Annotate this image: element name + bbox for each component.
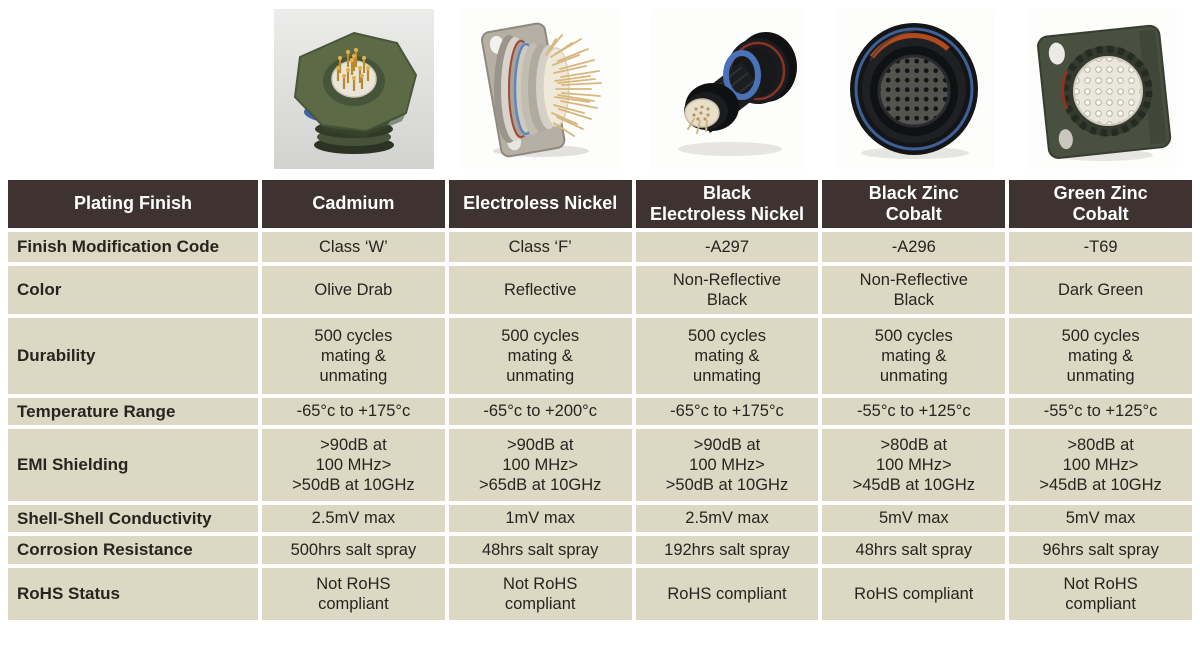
column-header: Electroless Nickel bbox=[448, 180, 632, 228]
table-cell: >90dB at 100 MHz> >50dB at 10GHz bbox=[635, 429, 819, 501]
table-cell: -T69 bbox=[1009, 232, 1192, 262]
row-label: Shell-Shell Conductivity bbox=[8, 505, 258, 532]
table-cell: -65°c to +200°c bbox=[448, 398, 632, 425]
table-cell: -A296 bbox=[822, 232, 1006, 262]
column-header-plating-finish: Plating Finish bbox=[8, 180, 258, 228]
table-row: Durability 500 cycles mating & unmating 50… bbox=[8, 318, 1192, 394]
table-row: EMI Shielding >90dB at 100 MHz> >50dB at … bbox=[8, 429, 1192, 501]
row-label: Durability bbox=[8, 318, 258, 394]
table-cell: 500 cycles mating & unmating bbox=[822, 318, 1006, 394]
column-header: Cadmium bbox=[262, 180, 445, 228]
table-cell: >90dB at 100 MHz> >65dB at 10GHz bbox=[448, 429, 632, 501]
table-cell: -65°c to +175°c bbox=[262, 398, 445, 425]
row-label: EMI Shielding bbox=[8, 429, 258, 501]
table-cell: 500 cycles mating & unmating bbox=[1009, 318, 1192, 394]
table-cell: Olive Drab bbox=[262, 266, 445, 314]
table-cell: >80dB at 100 MHz> >45dB at 10GHz bbox=[1009, 429, 1192, 501]
row-label: Corrosion Resistance bbox=[8, 536, 258, 564]
table-cell: 2.5mV max bbox=[635, 505, 819, 532]
table-row: Color Olive Drab Reflective Non-Reflective … bbox=[8, 266, 1192, 314]
table-cell: 5mV max bbox=[822, 505, 1006, 532]
table-cell: 48hrs salt spray bbox=[822, 536, 1006, 564]
table-cell: Not RoHS compliant bbox=[448, 568, 632, 620]
table-row: Shell-Shell Conductivity 2.5mV max 1mV max… bbox=[8, 505, 1192, 532]
row-label: Finish Modification Code bbox=[8, 232, 258, 262]
table-cell: 2.5mV max bbox=[262, 505, 445, 532]
table-row: Finish Modification Code Class ‘W’ Class ‘… bbox=[8, 232, 1192, 262]
table-cell: Dark Green bbox=[1009, 266, 1192, 314]
table-cell: Not RoHS compliant bbox=[1009, 568, 1192, 620]
column-header: Black Zinc Cobalt bbox=[822, 180, 1006, 228]
row-label: Color bbox=[8, 266, 258, 314]
table-header-row: Plating Finish Cadmium Electroless Nickel B… bbox=[8, 180, 1192, 228]
table-cell: 500 cycles mating & unmating bbox=[262, 318, 445, 394]
table-cell: Non-Reflective Black bbox=[635, 266, 819, 314]
table-row: RoHS Status Not RoHS compliant Not RoHS co… bbox=[8, 568, 1192, 620]
table-cell: RoHS compliant bbox=[822, 568, 1006, 620]
table-cell: 500 cycles mating & unmating bbox=[448, 318, 632, 394]
row-label: Temperature Range bbox=[8, 398, 258, 425]
table-cell: >90dB at 100 MHz> >50dB at 10GHz bbox=[262, 429, 445, 501]
table-cell: 96hrs salt spray bbox=[1009, 536, 1192, 564]
black-electroless-nickel-connector-photo bbox=[647, 8, 809, 170]
black-zinc-cobalt-connector-photo bbox=[834, 8, 996, 170]
table-row: Corrosion Resistance 500hrs salt spray 48h… bbox=[8, 536, 1192, 564]
table-cell: RoHS compliant bbox=[635, 568, 819, 620]
table-cell: -65°c to +175°c bbox=[635, 398, 819, 425]
photos-left-spacer bbox=[4, 8, 260, 170]
table-cell: 500hrs salt spray bbox=[262, 536, 445, 564]
table-row: Temperature Range -65°c to +175°c -65°c to… bbox=[8, 398, 1192, 425]
table-cell: 5mV max bbox=[1009, 505, 1192, 532]
electroless-nickel-connector-photo bbox=[460, 8, 622, 170]
column-header: Black Electroless Nickel bbox=[635, 180, 819, 228]
table-cell: -55°c to +125°c bbox=[1009, 398, 1192, 425]
table-cell: Reflective bbox=[448, 266, 632, 314]
table-cell: >80dB at 100 MHz> >45dB at 10GHz bbox=[822, 429, 1006, 501]
electroless-nickel-connector-photo bbox=[460, 9, 621, 169]
cadmium-connector-photo bbox=[273, 8, 435, 170]
table-cell: 192hrs salt spray bbox=[635, 536, 819, 564]
black-zinc-cobalt-connector-photo bbox=[836, 9, 995, 169]
table-cell: Non-Reflective Black bbox=[822, 266, 1006, 314]
table-cell: Class ‘W’ bbox=[262, 232, 445, 262]
column-header: Green Zinc Cobalt bbox=[1009, 180, 1192, 228]
table-cell: 500 cycles mating & unmating bbox=[635, 318, 819, 394]
table-cell: 48hrs salt spray bbox=[448, 536, 632, 564]
table-cell: Not RoHS compliant bbox=[262, 568, 445, 620]
green-zinc-cobalt-connector-photo bbox=[1021, 8, 1183, 170]
cadmium-connector-photo bbox=[273, 9, 434, 169]
plating-finish-comparison-table: Plating Finish Cadmium Electroless Nickel B… bbox=[4, 176, 1196, 624]
row-label: RoHS Status bbox=[8, 568, 258, 620]
table-cell: Class ‘F’ bbox=[448, 232, 632, 262]
table-cell: -A297 bbox=[635, 232, 819, 262]
table-cell: -55°c to +125°c bbox=[822, 398, 1006, 425]
connector-photos-row bbox=[4, 8, 1196, 170]
table-cell: 1mV max bbox=[448, 505, 632, 532]
black-electroless-nickel-connector-photo bbox=[650, 9, 806, 169]
green-zinc-cobalt-connector-photo bbox=[1027, 9, 1178, 169]
